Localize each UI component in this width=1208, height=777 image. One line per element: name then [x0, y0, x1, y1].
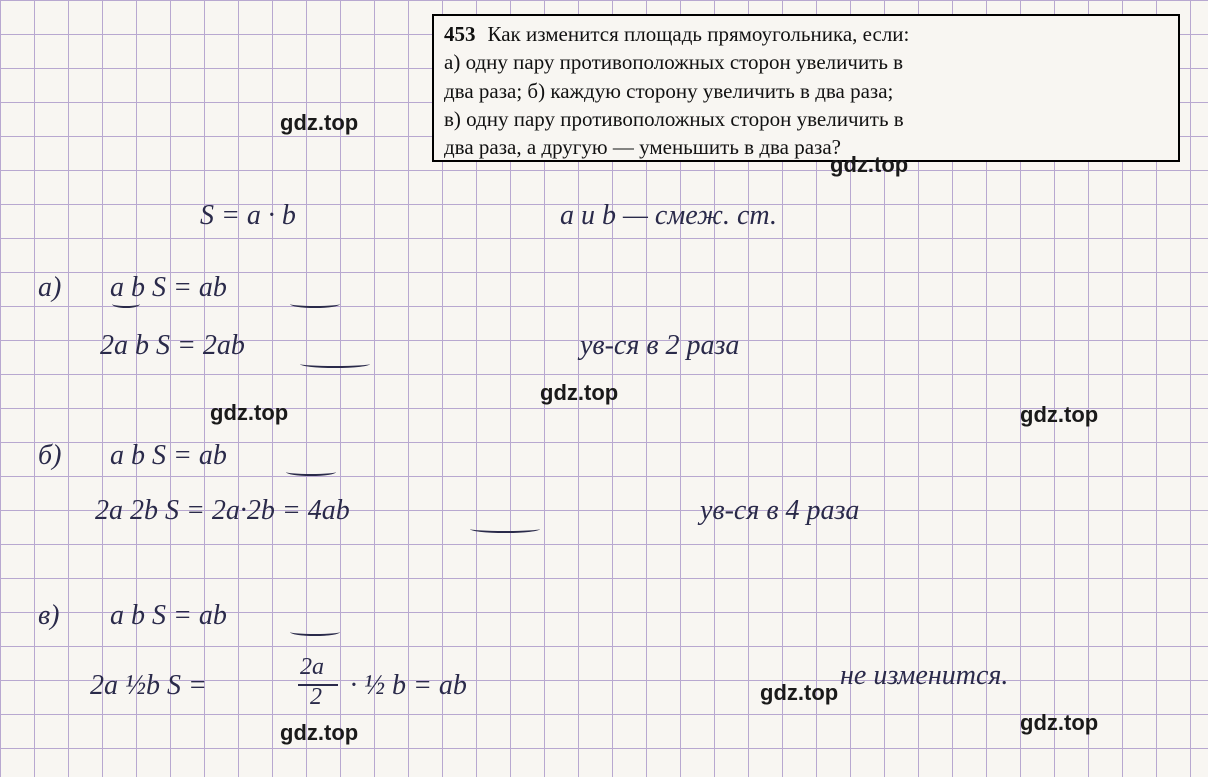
part-b-line1: a b S = ab	[110, 440, 227, 472]
underline-b1	[286, 468, 336, 476]
underline-b2	[470, 525, 540, 533]
problem-line-3: два раза; б) каждую сторону увеличить в …	[444, 79, 893, 103]
part-a-line2: 2a b S = 2ab	[100, 330, 245, 362]
part-c-frac-bot: 2	[310, 684, 322, 711]
watermark: gdz.top	[280, 720, 358, 746]
part-c-result: не изменится.	[840, 660, 1008, 692]
problem-line-5: два раза, а другую — уменьшить в два раз…	[444, 135, 841, 159]
watermark: gdz.top	[830, 152, 908, 178]
problem-line-1: Как изменится площадь прямоугольника, ес…	[488, 22, 910, 46]
part-a-label: а)	[38, 272, 61, 304]
part-c-line1: a b S = ab	[110, 600, 227, 632]
underline-a1	[112, 300, 140, 308]
formula-area: S = a · b	[200, 200, 296, 232]
watermark: gdz.top	[210, 400, 288, 426]
part-b-line2: 2a 2b S = 2a·2b = 4ab	[95, 495, 350, 527]
problem-number: 453	[444, 22, 476, 46]
problem-statement-box: 453 Как изменится площадь прямоугольника,…	[432, 14, 1180, 162]
part-a-result: ув-ся в 2 раза	[580, 330, 739, 362]
part-c-line2-mid: · ½ b = ab	[350, 670, 467, 702]
problem-line-4: в) одну пару противоположных сторон увел…	[444, 107, 904, 131]
watermark: gdz.top	[1020, 710, 1098, 736]
part-b-result: ув-ся в 4 раза	[700, 495, 859, 527]
part-c-label: в)	[38, 600, 59, 632]
underline-a1b	[290, 300, 340, 308]
watermark: gdz.top	[1020, 402, 1098, 428]
underline-a2	[300, 360, 370, 368]
problem-line-2: а) одну пару противоположных сторон увел…	[444, 50, 903, 74]
part-c-frac-top: 2a	[300, 654, 324, 681]
underline-c1	[290, 628, 340, 636]
watermark: gdz.top	[540, 380, 618, 406]
part-b-label: б)	[38, 440, 61, 472]
part-c-line2-left: 2a ½b S =	[90, 670, 207, 702]
note-sides: a и b — смеж. ст.	[560, 200, 777, 232]
watermark: gdz.top	[280, 110, 358, 136]
problem-text: 453 Как изменится площадь прямоугольника,…	[444, 20, 1168, 162]
watermark: gdz.top	[760, 680, 838, 706]
